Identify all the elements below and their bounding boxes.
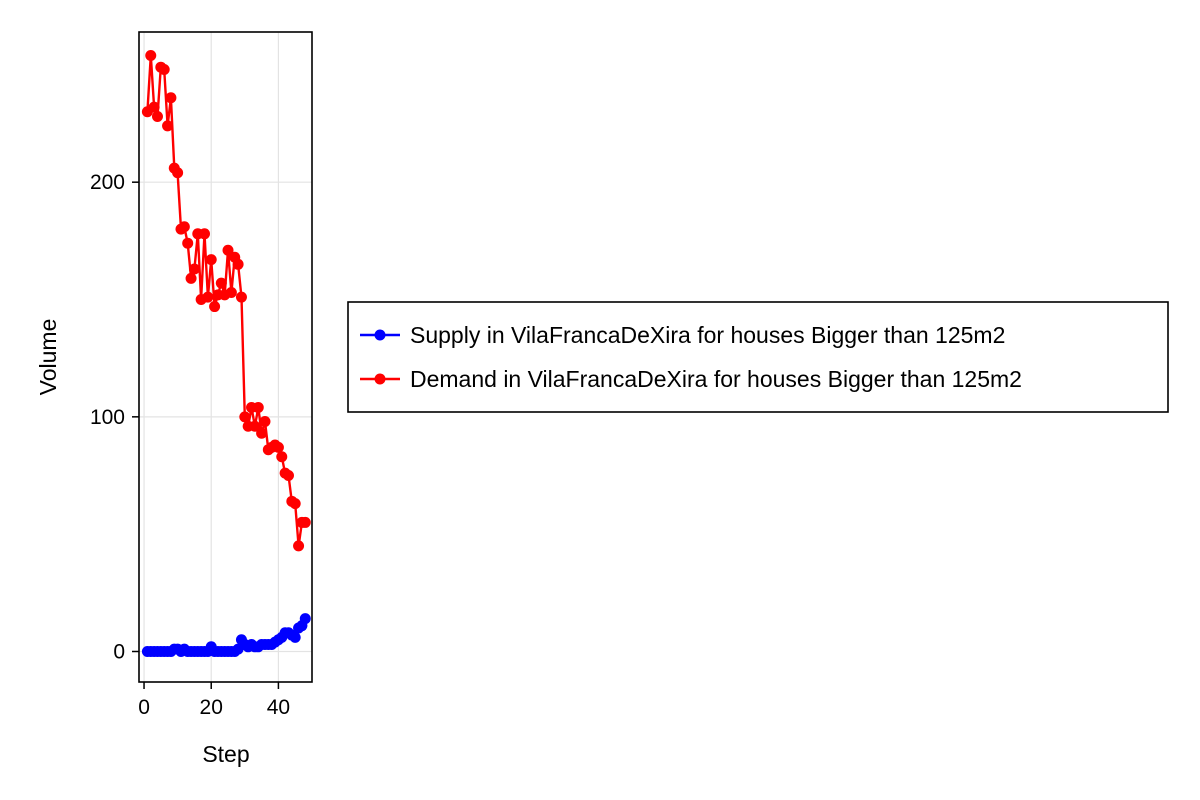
data-point — [202, 291, 214, 303]
data-point — [222, 244, 234, 256]
series-supply — [141, 613, 311, 657]
data-point — [256, 427, 268, 439]
legend-entry-demand: Demand in VilaFrancaDeXira for houses Bi… — [360, 366, 1022, 392]
legend-swatch-marker-supply — [374, 329, 386, 341]
legend-swatch-marker-demand — [374, 373, 386, 385]
x-tick-label: 20 — [200, 696, 223, 719]
data-point — [225, 286, 237, 298]
data-point — [188, 263, 200, 275]
data-point — [165, 92, 177, 104]
data-point — [235, 291, 247, 303]
data-point — [172, 167, 184, 179]
x-axis-label: Step — [202, 741, 249, 767]
data-point — [158, 64, 170, 76]
data-point — [299, 613, 311, 625]
data-point — [282, 470, 294, 482]
data-point — [232, 258, 244, 270]
data-point — [239, 411, 251, 423]
series-layer — [141, 49, 311, 657]
data-point — [205, 254, 217, 266]
data-point — [299, 516, 311, 528]
data-point — [272, 441, 284, 453]
data-point — [182, 237, 194, 249]
data-point — [199, 228, 211, 240]
data-point — [252, 401, 264, 413]
axis-ticks: 0 20 40 0 100 200 — [90, 171, 290, 719]
y-tick-label: 0 — [113, 640, 125, 663]
legend-label-supply: Supply in VilaFrancaDeXira for houses Bi… — [410, 322, 1005, 348]
data-point — [209, 301, 221, 313]
legend-label-demand: Demand in VilaFrancaDeXira for houses Bi… — [410, 366, 1022, 392]
data-point — [289, 631, 301, 643]
series-demand — [141, 49, 311, 552]
data-point — [259, 416, 271, 428]
data-point — [215, 277, 227, 289]
x-tick-label: 40 — [267, 696, 290, 719]
x-tick-label: 0 — [138, 696, 150, 719]
data-point — [145, 49, 157, 61]
data-point — [289, 498, 301, 510]
data-point — [151, 110, 163, 122]
data-point — [293, 540, 305, 552]
legend-entry-supply: Supply in VilaFrancaDeXira for houses Bi… — [360, 322, 1005, 348]
y-tick-label: 100 — [90, 406, 125, 429]
legend-box — [347, 301, 1169, 413]
legend: Supply in VilaFrancaDeXira for houses Bi… — [347, 301, 1169, 413]
data-point — [162, 120, 174, 132]
grid-lines — [139, 32, 312, 682]
y-axis-label: Volume — [35, 319, 61, 396]
data-point — [148, 101, 160, 113]
y-tick-label: 200 — [90, 171, 125, 194]
plot-frame — [138, 31, 313, 683]
data-point — [276, 451, 288, 463]
data-point — [185, 272, 197, 284]
data-point — [249, 420, 261, 432]
data-point — [178, 221, 190, 233]
